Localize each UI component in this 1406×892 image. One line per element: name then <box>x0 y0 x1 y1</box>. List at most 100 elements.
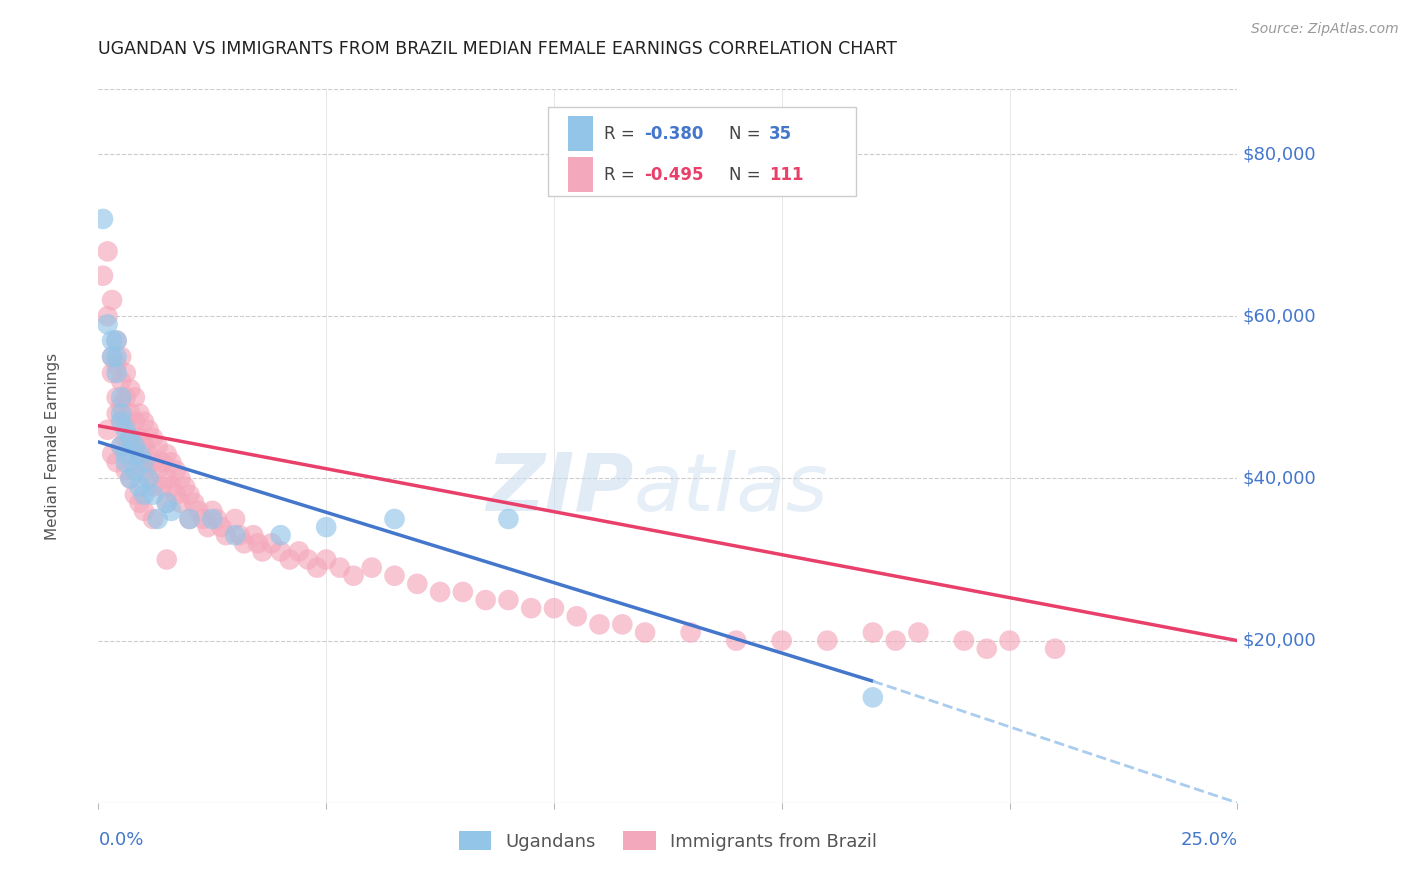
Point <box>138 447 160 461</box>
Text: $40,000: $40,000 <box>1243 469 1317 487</box>
Text: -0.380: -0.380 <box>644 125 703 143</box>
Point <box>101 366 124 380</box>
Point <box>105 455 128 469</box>
Point <box>270 544 292 558</box>
Point <box>138 471 160 485</box>
Point <box>179 512 201 526</box>
Point <box>96 244 118 259</box>
Text: R =: R = <box>605 125 640 143</box>
Point <box>124 463 146 477</box>
Point <box>138 471 160 485</box>
Point <box>169 496 191 510</box>
Point <box>679 625 702 640</box>
Point <box>201 512 224 526</box>
Point <box>156 552 179 566</box>
Text: $20,000: $20,000 <box>1243 632 1317 649</box>
FancyBboxPatch shape <box>548 107 856 196</box>
Point <box>114 390 136 404</box>
Point <box>91 211 114 226</box>
Point <box>142 455 165 469</box>
Point <box>120 407 142 421</box>
Point <box>725 633 748 648</box>
Point <box>278 552 301 566</box>
Point <box>120 471 142 485</box>
Point <box>96 423 118 437</box>
Point <box>451 585 474 599</box>
Point <box>228 528 250 542</box>
Text: N =: N = <box>730 166 766 184</box>
Point <box>156 471 179 485</box>
Text: 111: 111 <box>769 166 804 184</box>
Point <box>429 585 451 599</box>
Point <box>101 293 124 307</box>
Point <box>110 415 132 429</box>
Point <box>770 633 793 648</box>
Point <box>884 633 907 648</box>
Point <box>114 366 136 380</box>
Text: $60,000: $60,000 <box>1243 307 1316 326</box>
Text: $80,000: $80,000 <box>1243 145 1316 163</box>
Point <box>124 439 146 453</box>
Point <box>101 334 124 348</box>
Point <box>543 601 565 615</box>
Point <box>862 625 884 640</box>
Point <box>907 625 929 640</box>
Text: Source: ZipAtlas.com: Source: ZipAtlas.com <box>1251 22 1399 37</box>
Point <box>114 463 136 477</box>
Point <box>146 463 169 477</box>
Point <box>183 496 205 510</box>
Point <box>124 415 146 429</box>
Point <box>498 593 520 607</box>
Point <box>209 520 232 534</box>
Text: atlas: atlas <box>634 450 828 528</box>
Point <box>307 560 329 574</box>
Point <box>612 617 634 632</box>
Point <box>150 479 173 493</box>
Point <box>105 390 128 404</box>
Point <box>128 496 150 510</box>
Point <box>342 568 364 582</box>
Point <box>953 633 976 648</box>
Point <box>128 479 150 493</box>
Point <box>634 625 657 640</box>
Point <box>132 504 155 518</box>
Point <box>384 568 406 582</box>
Point <box>588 617 610 632</box>
Point <box>215 528 238 542</box>
Point <box>110 350 132 364</box>
Point <box>105 358 128 372</box>
Text: Median Female Earnings: Median Female Earnings <box>45 352 60 540</box>
Point <box>128 455 150 469</box>
Point <box>474 593 496 607</box>
Point <box>187 504 209 518</box>
Text: 35: 35 <box>769 125 793 143</box>
Point <box>138 423 160 437</box>
Point <box>120 431 142 445</box>
Point <box>96 318 118 332</box>
Point <box>120 431 142 445</box>
Point <box>297 552 319 566</box>
Point <box>242 528 264 542</box>
Point <box>160 479 183 493</box>
Point <box>142 479 165 493</box>
Point <box>1043 641 1066 656</box>
FancyBboxPatch shape <box>568 158 593 192</box>
Point <box>124 488 146 502</box>
Point <box>124 439 146 453</box>
Point <box>105 350 128 364</box>
Point <box>128 447 150 461</box>
Point <box>288 544 311 558</box>
Point <box>165 463 187 477</box>
Point <box>270 528 292 542</box>
Point <box>110 439 132 453</box>
Point <box>197 520 219 534</box>
Point <box>179 512 201 526</box>
Point <box>146 512 169 526</box>
Point <box>132 415 155 429</box>
Point <box>96 310 118 324</box>
Point <box>146 439 169 453</box>
Point <box>128 431 150 445</box>
Point <box>565 609 588 624</box>
Point <box>110 407 132 421</box>
Text: -0.495: -0.495 <box>644 166 703 184</box>
